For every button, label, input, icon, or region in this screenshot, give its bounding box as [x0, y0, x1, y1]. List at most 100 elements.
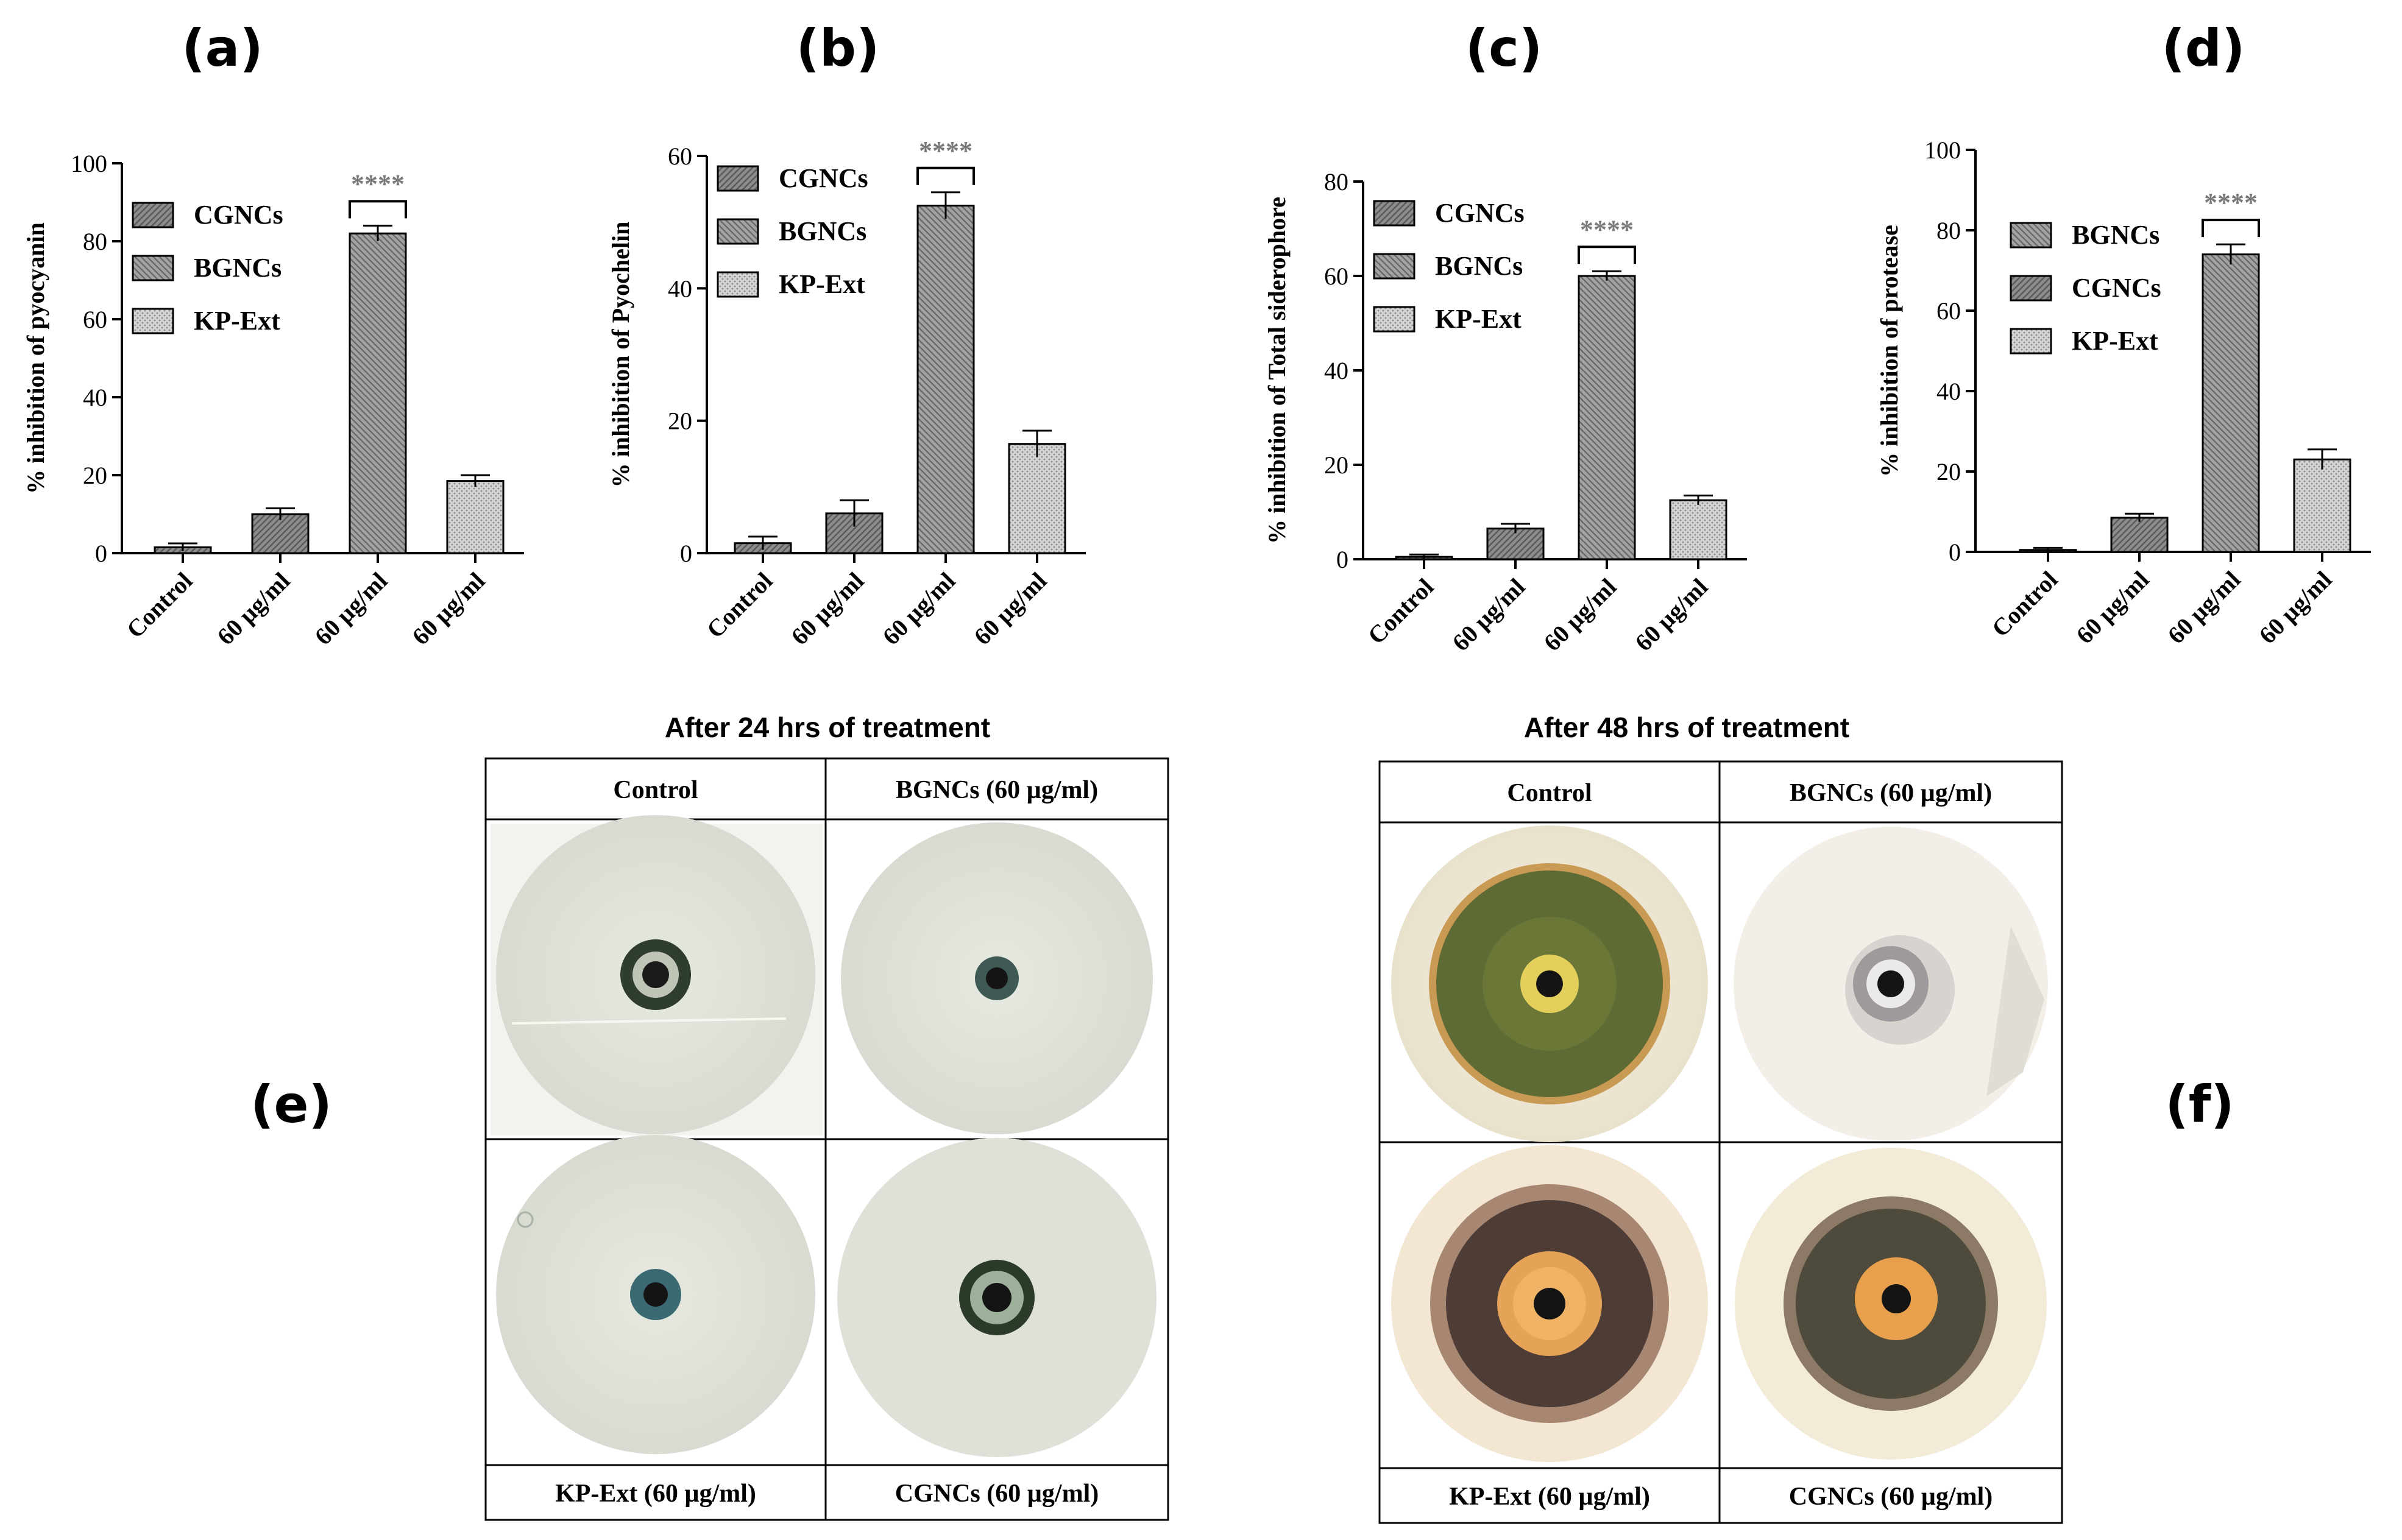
x-tick-label: Control	[701, 567, 778, 644]
legend-swatch	[132, 308, 174, 334]
plate-e-title: After 24 hrs of treatment	[665, 712, 990, 743]
plate-e-cgncs	[837, 1138, 1157, 1457]
x-tick-label: 60 µg/ml	[309, 567, 392, 651]
legend-label: BGNCs	[779, 216, 866, 246]
bar-1	[1486, 528, 1545, 560]
significance-bracket	[2202, 219, 2260, 238]
significance-label: ****	[351, 169, 405, 199]
bar-2	[349, 232, 407, 554]
y-axis-label: % inhibition of pyocyanin	[22, 222, 49, 494]
legend-swatch	[717, 218, 759, 245]
legend-swatch	[1373, 200, 1415, 227]
y-tick-label: 60	[1324, 263, 1348, 290]
legend-label: BGNCs	[2072, 220, 2159, 250]
plate-f-control	[1391, 825, 1708, 1142]
bar-3	[1008, 443, 1066, 554]
panel-label-b: (b)	[796, 18, 880, 78]
y-tick-label: 100	[71, 150, 107, 177]
y-tick-label: 100	[1924, 136, 1961, 164]
y-tick-label: 80	[1936, 217, 1961, 244]
panel-label-f: (f)	[2165, 1075, 2234, 1134]
legend-label: KP-Ext	[2072, 326, 2158, 356]
legend-label: BGNCs	[1435, 251, 1523, 281]
plate-e-header-control: Control	[613, 776, 698, 804]
bar-3	[1669, 499, 1727, 560]
x-tick-label: 60 µg/ml	[1629, 573, 1713, 657]
bar-1	[2110, 517, 2169, 553]
y-tick-label: 0	[1949, 539, 1961, 566]
legend-label: CGNCs	[194, 200, 283, 230]
y-axis-label: % inhibition of Pyochelin	[607, 222, 634, 488]
bar-2	[916, 205, 975, 554]
plate-e-header-bgncs: BGNCs (60 µg/ml)	[896, 776, 1098, 804]
plate-e-bgncs	[841, 822, 1153, 1134]
x-tick-label: 60 µg/ml	[2071, 566, 2154, 649]
plate-f-footer-kpext: KP-Ext (60 µg/ml)	[1449, 1483, 1650, 1511]
legend-label: KP-Ext	[194, 306, 280, 336]
x-tick-label: Control	[1986, 566, 2063, 643]
x-tick-label: 60 µg/ml	[211, 567, 295, 651]
legend-label: CGNCs	[779, 163, 868, 193]
chart-total-siderophore: 0 20 40 60 80 % inhibition of Total sideropho…	[1263, 168, 1747, 656]
x-tick-label: 60 µg/ml	[406, 567, 490, 651]
legend-label: CGNCs	[2072, 273, 2161, 303]
legend-label: CGNCs	[1435, 198, 1525, 228]
plate-e-footer-cgncs: CGNCs (60 µg/ml)	[895, 1480, 1099, 1508]
plate-e-control	[491, 815, 823, 1136]
x-tick-label: 60 µg/ml	[1538, 573, 1621, 657]
chart-protease: 0 20 40 60 80 100 % inhibition of protease Cont…	[1876, 136, 2371, 649]
plate-f-bgncs	[1734, 827, 2048, 1141]
legend-label: KP-Ext	[1435, 304, 1522, 334]
plate-f-cgncs	[1735, 1148, 2047, 1460]
legend-swatch	[1373, 306, 1415, 333]
y-axis-label: % inhibition of Total siderophore	[1263, 197, 1291, 544]
legend-swatch	[132, 255, 174, 281]
plate-f-header-bgncs: BGNCs (60 µg/ml)	[1790, 779, 1992, 807]
significance-bracket	[1578, 245, 1636, 264]
panel-label-d: (d)	[2162, 18, 2245, 78]
bar-3	[2293, 458, 2351, 553]
x-tick-label: 60 µg/ml	[877, 567, 960, 651]
bar-2	[1578, 275, 1636, 560]
plate-f-title: After 48 hrs of treatment	[1524, 712, 1849, 743]
y-tick-label: 20	[1936, 458, 1961, 486]
legend-swatch	[1373, 253, 1415, 280]
y-tick-label: 20	[83, 462, 107, 489]
significance-bracket	[916, 166, 975, 185]
x-tick-label: Control	[1362, 573, 1439, 650]
plate-e-kpext	[496, 1135, 815, 1454]
significance-label: ****	[1580, 214, 1634, 244]
legend-swatch	[132, 202, 174, 228]
plate-e-footer-kpext: KP-Ext (60 µg/ml)	[555, 1480, 756, 1508]
y-tick-label: 60	[1936, 297, 1961, 325]
y-tick-label: 40	[1936, 378, 1961, 405]
panel-label-e: (e)	[250, 1075, 332, 1134]
x-tick-label: 60 µg/ml	[968, 567, 1052, 651]
legend-swatch	[717, 271, 759, 298]
plate-f-footer-cgncs: CGNCs (60 µg/ml)	[1789, 1483, 1993, 1511]
significance-label: ****	[919, 136, 972, 166]
y-axis-label: % inhibition of protease	[1876, 225, 1903, 477]
y-tick-label: 80	[1324, 168, 1348, 196]
y-tick-label: 40	[1324, 357, 1348, 384]
x-tick-label: 60 µg/ml	[785, 567, 869, 651]
y-tick-label: 0	[1336, 546, 1348, 573]
legend-label: KP-Ext	[779, 269, 865, 299]
x-tick-label: 60 µg/ml	[2162, 566, 2245, 649]
x-tick-label: 60 µg/ml	[1447, 573, 1530, 657]
y-tick-label: 20	[668, 408, 692, 435]
y-tick-label: 60	[668, 143, 692, 170]
y-tick-label: 0	[95, 540, 107, 567]
y-tick-label: 20	[1324, 451, 1348, 479]
y-tick-label: 0	[680, 540, 692, 567]
x-tick-label: 60 µg/ml	[2253, 566, 2337, 649]
legend-swatch	[2010, 275, 2052, 302]
y-tick-label: 80	[83, 228, 107, 255]
bar-2	[2202, 253, 2260, 553]
y-tick-label: 40	[668, 275, 692, 302]
legend-swatch	[717, 165, 759, 192]
legend-swatch	[2010, 222, 2052, 249]
panel-label-a: (a)	[182, 18, 263, 78]
